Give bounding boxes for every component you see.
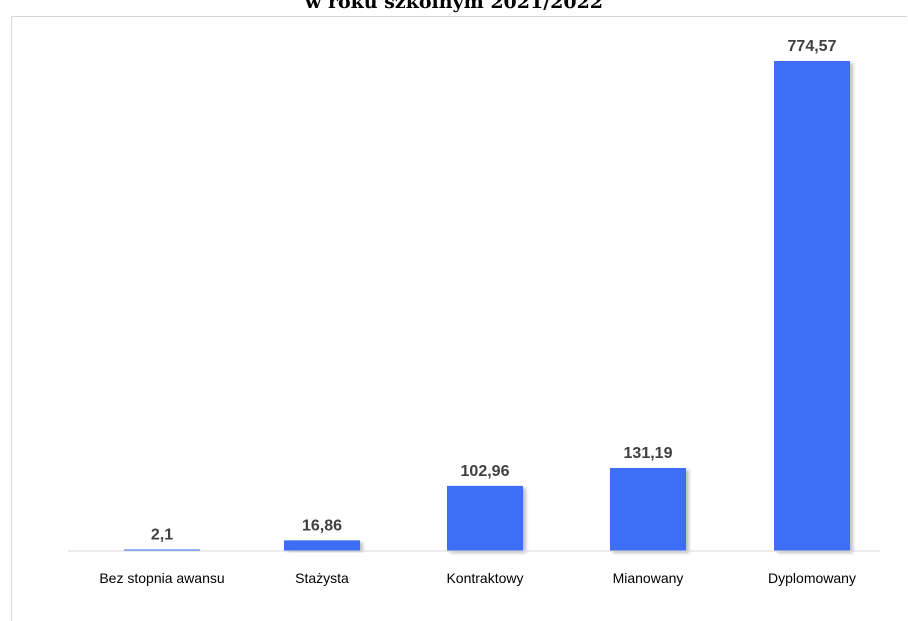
category-label-3: Mianowany xyxy=(613,570,684,586)
value-label-4: 774,57 xyxy=(788,38,837,55)
value-label-0: 2,1 xyxy=(151,527,173,544)
category-label-4: Dyplomowany xyxy=(768,570,856,586)
bar-3 xyxy=(610,468,686,551)
category-label-1: Stażysta xyxy=(295,570,349,586)
value-label-2: 102,96 xyxy=(461,463,510,480)
value-labels-group: 2,1 16,86 102,96 131,19 774,57 xyxy=(151,38,837,544)
value-label-3: 131,19 xyxy=(624,445,673,462)
bar-1 xyxy=(284,540,360,551)
bar-0 xyxy=(124,549,200,551)
value-label-1: 16,86 xyxy=(302,517,342,534)
chart-title: w roku szkolnym 2021/2022 xyxy=(304,0,604,13)
bars-group xyxy=(124,61,850,551)
category-labels-group: Bez stopnia awansu Stażysta Kontraktowy Mia… xyxy=(99,570,856,586)
bar-4 xyxy=(774,61,850,551)
bar-2 xyxy=(447,485,523,551)
chart-frame xyxy=(11,16,907,621)
category-label-2: Kontraktowy xyxy=(446,570,523,586)
category-label-0: Bez stopnia awansu xyxy=(99,570,224,586)
